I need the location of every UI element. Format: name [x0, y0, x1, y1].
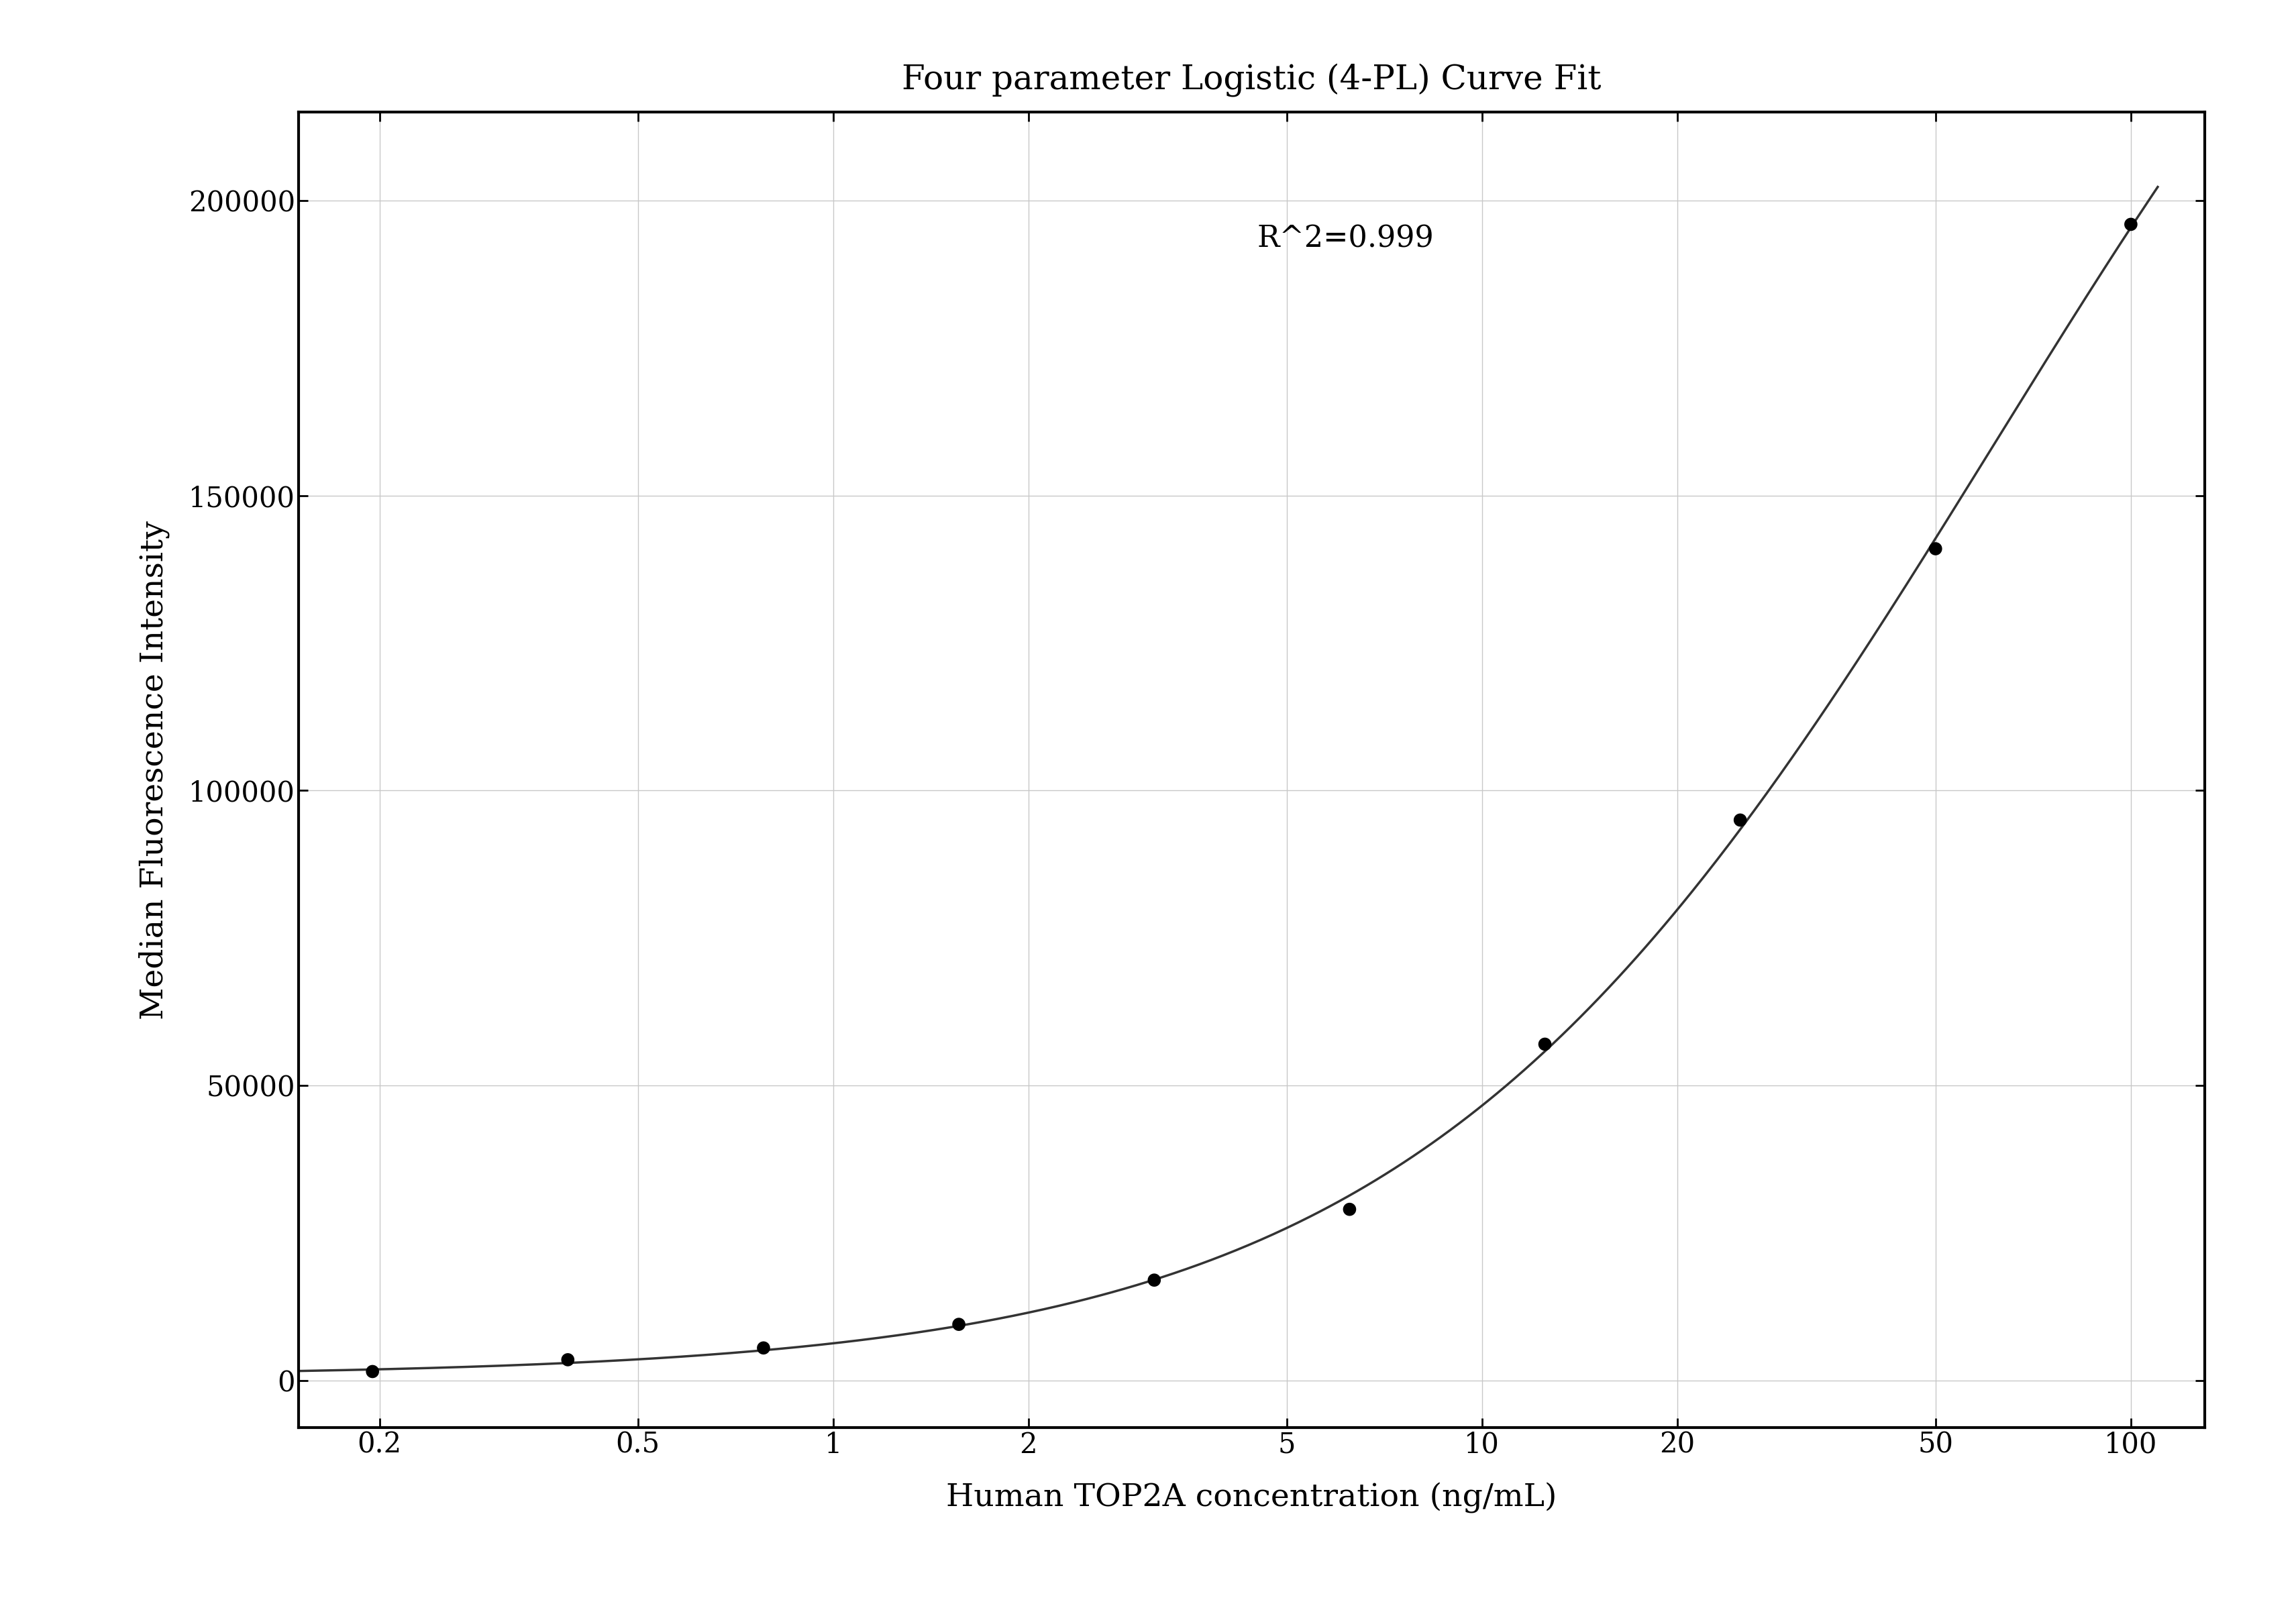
Point: [744, 1335, 781, 1360]
Point: [2112, 212, 2149, 237]
Point: [1917, 536, 1954, 561]
X-axis label: Human TOP2A concentration (ng/mL): Human TOP2A concentration (ng/mL): [946, 1482, 1557, 1513]
Y-axis label: Median Fluorescence Intensity: Median Fluorescence Intensity: [138, 520, 170, 1020]
Text: R^2=0.999: R^2=0.999: [1256, 225, 1433, 253]
Point: [939, 1312, 976, 1338]
Title: Four parameter Logistic (4-PL) Curve Fit: Four parameter Logistic (4-PL) Curve Fit: [902, 63, 1600, 96]
Point: [354, 1359, 390, 1384]
Point: [1722, 807, 1759, 832]
Point: [1137, 1267, 1173, 1293]
Point: [549, 1347, 585, 1373]
Point: [1332, 1197, 1368, 1222]
Point: [1527, 1031, 1564, 1057]
